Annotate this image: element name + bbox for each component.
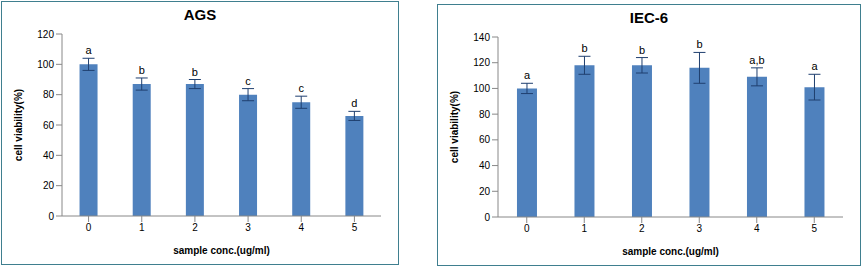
html-text:IEC-6: IEC-6 bbox=[629, 9, 669, 26]
svg-text:100: 100 bbox=[473, 83, 490, 94]
svg-text:100: 100 bbox=[37, 59, 54, 70]
svg-text:40: 40 bbox=[43, 150, 55, 161]
svg-text:80: 80 bbox=[43, 89, 55, 100]
svg-text:b: b bbox=[696, 38, 702, 50]
svg-text:3: 3 bbox=[696, 223, 702, 234]
svg-text:5: 5 bbox=[352, 222, 358, 233]
svg-text:20: 20 bbox=[43, 180, 55, 191]
html-text:AGS: AGS bbox=[183, 6, 217, 23]
svg-text:140: 140 bbox=[473, 32, 490, 43]
svg-text:2: 2 bbox=[192, 222, 198, 233]
svg-text:0: 0 bbox=[48, 211, 54, 222]
svg-text:0: 0 bbox=[524, 223, 530, 234]
svg-text:0: 0 bbox=[484, 212, 490, 223]
svg-text:4: 4 bbox=[754, 223, 760, 234]
svg-text:60: 60 bbox=[43, 120, 55, 131]
svg-text:a,b: a,b bbox=[749, 54, 764, 66]
svg-text:3: 3 bbox=[245, 222, 251, 233]
svg-text:sample conc.(ug/ml): sample conc.(ug/ml) bbox=[173, 245, 270, 256]
svg-text:cell viability(%): cell viability(%) bbox=[13, 89, 24, 161]
svg-text:c: c bbox=[245, 75, 251, 87]
svg-text:80: 80 bbox=[479, 109, 491, 120]
svg-text:b: b bbox=[639, 44, 645, 56]
svg-text:a: a bbox=[811, 60, 818, 72]
svg-text:2: 2 bbox=[639, 223, 645, 234]
svg-text:40: 40 bbox=[479, 160, 491, 171]
svg-text:c: c bbox=[298, 82, 304, 94]
svg-text:a: a bbox=[85, 44, 92, 56]
svg-text:20: 20 bbox=[479, 186, 491, 197]
svg-text:60: 60 bbox=[479, 134, 491, 145]
svg-text:cell viability(%): cell viability(%) bbox=[449, 91, 460, 163]
svg-text:0: 0 bbox=[86, 222, 92, 233]
svg-text:d: d bbox=[351, 97, 357, 109]
svg-text:5: 5 bbox=[811, 223, 817, 234]
svg-text:4: 4 bbox=[298, 222, 304, 233]
svg-text:b: b bbox=[192, 66, 198, 78]
svg-text:b: b bbox=[139, 64, 145, 76]
svg-text:120: 120 bbox=[473, 57, 490, 68]
svg-text:b: b bbox=[581, 42, 587, 54]
svg-text:1: 1 bbox=[139, 222, 145, 233]
svg-text:120: 120 bbox=[37, 29, 54, 40]
svg-text:sample conc.(ug/ml): sample conc.(ug/ml) bbox=[622, 246, 719, 257]
svg-text:a: a bbox=[524, 69, 531, 81]
svg-text:1: 1 bbox=[581, 223, 587, 234]
